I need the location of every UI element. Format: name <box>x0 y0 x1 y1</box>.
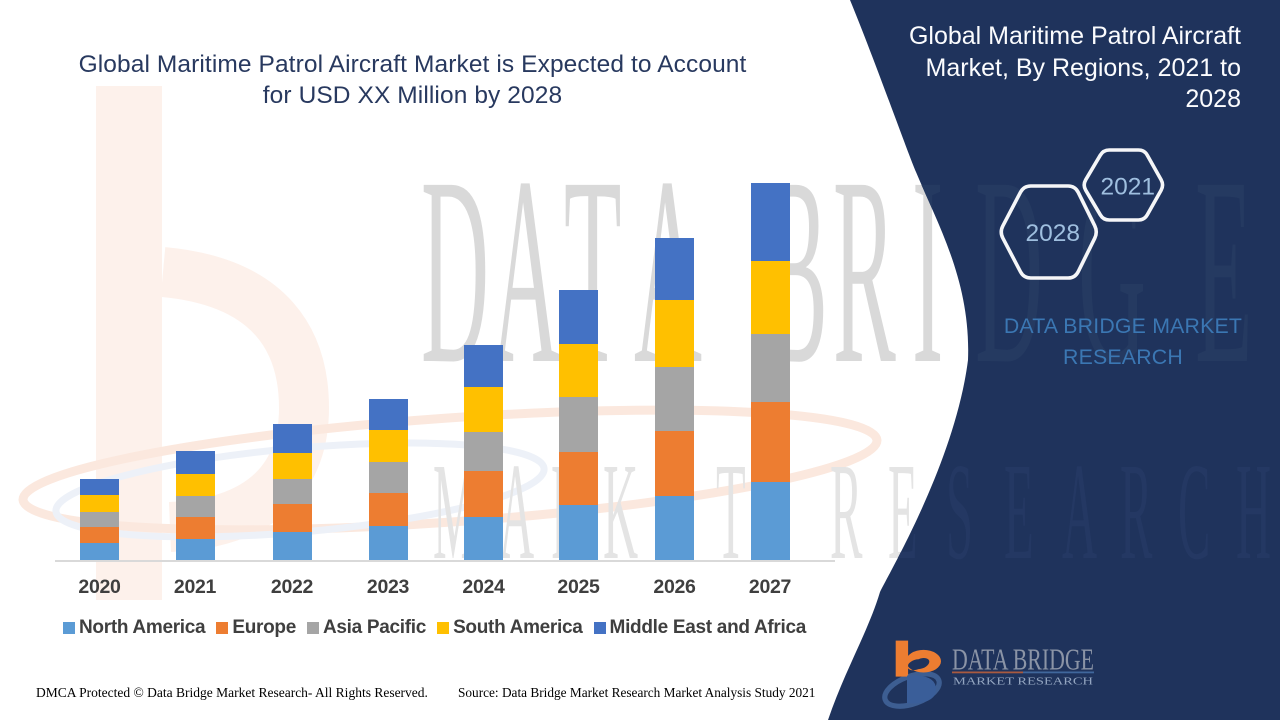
svg-text:2021: 2021 <box>1101 173 1156 200</box>
svg-text:DATA BRIDGE: DATA BRIDGE <box>952 642 1094 677</box>
svg-text:MARKETRESEARCH: MARKETRESEARCH <box>433 434 1271 589</box>
svg-text:2028: 2028 <box>1026 220 1081 247</box>
svg-text:MARKET RESEARCH: MARKET RESEARCH <box>953 677 1094 688</box>
